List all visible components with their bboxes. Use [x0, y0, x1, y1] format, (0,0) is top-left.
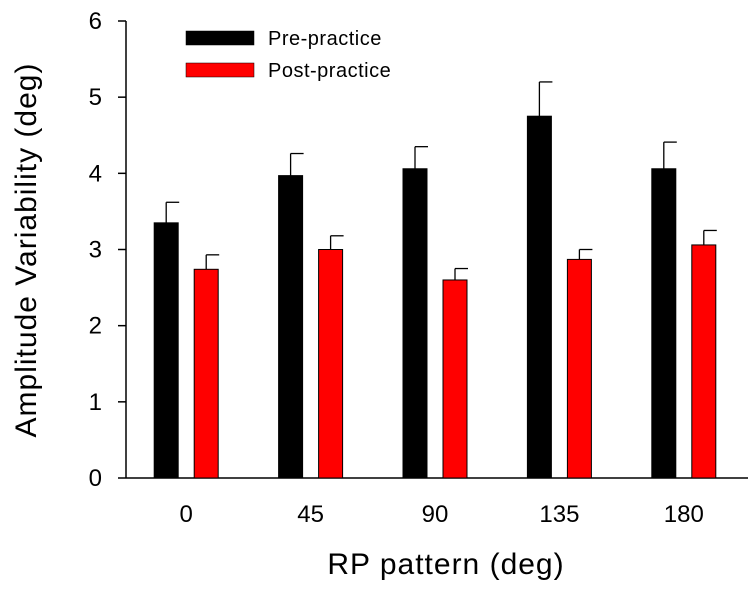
legend-label-pre-practice: Pre-practice: [268, 28, 382, 50]
bar-post-practice: [318, 249, 344, 479]
bar-pre-practice: [278, 175, 304, 479]
x-axis-title: RP pattern (deg): [327, 548, 564, 581]
legend-label-post-practice: Post-practice: [268, 60, 391, 82]
x-tick-label: 0: [180, 501, 193, 528]
y-tick-label: 6: [89, 8, 102, 35]
x-tick-label: 90: [422, 501, 449, 528]
y-tick-label: 4: [89, 160, 102, 187]
bar-pre-practice: [402, 168, 428, 479]
legend: Pre-practice Post-practice: [185, 28, 391, 82]
x-ticks: 0 45 90 135 180: [180, 501, 704, 528]
bar-post-practice: [691, 244, 717, 479]
y-tick-label: 5: [89, 84, 102, 111]
y-ticks: 0 1 2 3 4 5 6: [89, 8, 126, 492]
x-tick-label: 180: [664, 501, 704, 528]
bar-post-practice: [442, 279, 468, 479]
y-tick-label: 1: [89, 389, 102, 416]
y-axis-title: Amplitude Variability (deg): [10, 63, 43, 438]
bar-post-practice: [566, 258, 592, 479]
y-tick-label: 0: [89, 465, 102, 492]
bar-pre-practice: [153, 222, 179, 479]
bar-pre-practice: [651, 168, 677, 479]
bar-post-practice: [193, 268, 219, 479]
bar-pre-practice: [526, 115, 552, 479]
legend-swatch-post-practice: [185, 62, 255, 78]
x-tick-label: 45: [297, 501, 324, 528]
bars: [153, 81, 717, 479]
y-tick-label: 3: [89, 237, 102, 264]
legend-swatch-pre-practice: [185, 30, 255, 46]
y-tick-label: 2: [89, 313, 102, 340]
x-tick-label: 135: [539, 501, 579, 528]
